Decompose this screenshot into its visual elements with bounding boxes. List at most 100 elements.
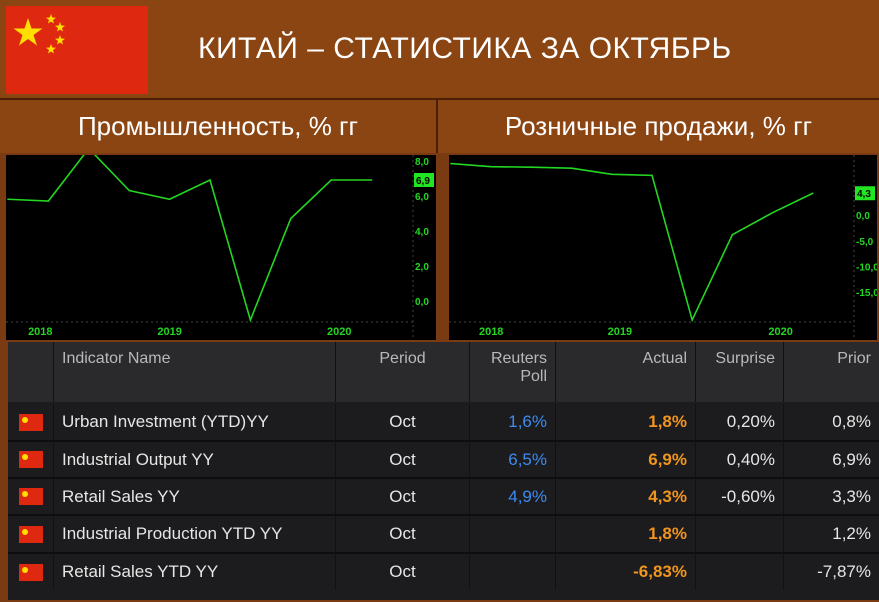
- table-row[interactable]: Retail Sales YY Oct 4,9% 4,3% -0,60% 3,3…: [8, 479, 879, 514]
- data-point: [209, 179, 211, 181]
- reuters-poll: [470, 516, 556, 552]
- x-tick-label: 2019: [157, 326, 181, 338]
- last-value-badge: [414, 173, 434, 187]
- y-tick-label: -10,0: [856, 262, 877, 273]
- data-point: [7, 198, 9, 201]
- period: Oct: [336, 516, 470, 552]
- surprise: [696, 554, 784, 590]
- table-row[interactable]: Industrial Production YTD YY Oct 1,8% 1,…: [8, 516, 879, 552]
- header-bar: КИТАЙ – СТАТИСТИКА ЗА ОКТЯБРЬ: [0, 0, 879, 100]
- row-flag-icon: [8, 554, 54, 590]
- y-tick-label: -5,0: [856, 237, 874, 248]
- prior: 3,3%: [832, 486, 871, 506]
- actual: 1,8%: [556, 516, 696, 552]
- row-flag-icon: [8, 404, 54, 440]
- actual: 4,3%: [556, 479, 696, 514]
- reuters-poll: 4,9%: [470, 479, 556, 514]
- indicator-name: Retail Sales YY: [54, 479, 336, 514]
- row-divider: [8, 477, 879, 479]
- surprise: 0,40%: [696, 442, 784, 477]
- period: Oct: [336, 404, 470, 440]
- series-line: [450, 162, 814, 323]
- data-point: [47, 200, 50, 202]
- y-tick-label: 4,0: [415, 227, 429, 238]
- retail-chart-svg: 0,0 -5,0 -10,0 -15,0 2018 2019 2020 4,3: [449, 155, 877, 340]
- industry-chart-title-text: Промышленность, % гг: [77, 111, 359, 141]
- header-surprise[interactable]: Surprise: [696, 342, 784, 402]
- y-tick-label: 0,0: [415, 297, 429, 308]
- reuters-poll: 1,6%: [470, 404, 556, 440]
- data-point: [450, 162, 452, 165]
- data-point: [168, 198, 171, 201]
- last-value-badge: [855, 186, 875, 201]
- data-point: [370, 179, 373, 181]
- indicator-table: Indicator Name Period Reuters Poll Actua…: [8, 342, 879, 600]
- prior: -7,87%: [817, 562, 871, 581]
- indicator-name: Industrial Production YTD YY: [54, 516, 336, 552]
- period: Oct: [336, 554, 470, 590]
- table-row[interactable]: Urban Investment (YTD)YY Oct 1,6% 1,8% 0…: [8, 404, 879, 440]
- indicator-name: Industrial Output YY: [54, 442, 336, 477]
- table-row[interactable]: Retail Sales YTD YY Oct -6,83% -7,87%: [8, 554, 879, 590]
- actual: 6,9%: [556, 442, 696, 477]
- data-point: [570, 167, 573, 169]
- data-point: [490, 165, 492, 168]
- table-header-row: Indicator Name Period Reuters Poll Actua…: [8, 342, 879, 402]
- indicator-name: Urban Investment (YTD)YY: [54, 404, 336, 440]
- reuters-poll: 6,5%: [470, 442, 556, 477]
- header-indicator-name[interactable]: Indicator Name: [54, 342, 336, 402]
- header-period[interactable]: Period: [336, 342, 470, 402]
- industry-chart-svg: 8,0 6,0 4,0 2,0 0,0 2018 2019 2020 6,9: [6, 155, 434, 340]
- row-divider: [8, 552, 879, 554]
- x-tick-label: 2018: [479, 326, 503, 338]
- header-prior[interactable]: Prior: [837, 350, 871, 367]
- data-point: [249, 319, 252, 321]
- y-tick-label: 6,0: [415, 192, 429, 203]
- small-star-3: [55, 35, 65, 45]
- industry-chart: 8,0 6,0 4,0 2,0 0,0 2018 2019 2020 6,9: [6, 155, 436, 340]
- data-point: [731, 233, 734, 236]
- row-flag-icon: [8, 516, 54, 552]
- retail-chart: 0,0 -5,0 -10,0 -15,0 2018 2019 2020 4,3: [449, 155, 877, 340]
- prior: 1,2%: [832, 524, 871, 543]
- small-star-4: [46, 44, 56, 54]
- reuters-poll: [470, 554, 556, 590]
- indicator-name: Retail Sales YTD YY: [54, 554, 336, 590]
- x-tick-label: 2019: [608, 326, 632, 338]
- x-tick-label: 2020: [327, 326, 351, 338]
- header-actual[interactable]: Actual: [556, 342, 696, 402]
- data-point: [691, 319, 693, 321]
- actual: 1,8%: [556, 404, 696, 440]
- period: Oct: [336, 479, 470, 514]
- industry-chart-title: Промышленность, % гг: [0, 100, 438, 153]
- data-point: [771, 211, 774, 214]
- y-tick-label: -15,0: [856, 288, 877, 299]
- header-flag-col: [8, 342, 54, 402]
- data-point: [330, 179, 333, 181]
- y-tick-label: 0,0: [856, 211, 870, 222]
- row-divider: [8, 440, 879, 442]
- retail-chart-title: Розничные продажи, % гг: [438, 100, 879, 153]
- y-tick-label: 2,0: [415, 262, 429, 273]
- china-flag-icon: [6, 6, 148, 94]
- table-row[interactable]: Industrial Output YY Oct 6,5% 6,9% 0,40%…: [8, 442, 879, 477]
- large-star: [13, 18, 43, 46]
- period: Oct: [336, 442, 470, 477]
- actual: -6,83%: [556, 554, 696, 590]
- surprise: [696, 516, 784, 552]
- page-title: КИТАЙ – СТАТИСТИКА ЗА ОКТЯБРЬ: [198, 32, 732, 65]
- small-star-2: [55, 22, 65, 32]
- data-point: [812, 192, 814, 195]
- row-flag-icon: [8, 442, 54, 477]
- retail-chart-title-text: Розничные продажи, % гг: [504, 111, 813, 141]
- series-line: [7, 155, 372, 323]
- data-point: [290, 217, 292, 220]
- row-divider: [8, 514, 879, 516]
- last-value-label: 6,9: [416, 176, 430, 187]
- header-reuters-poll[interactable]: Reuters Poll: [470, 342, 556, 402]
- data-point: [128, 189, 130, 192]
- prior: 0,8%: [832, 412, 871, 431]
- surprise: 0,20%: [696, 404, 784, 440]
- x-tick-label: 2020: [768, 326, 792, 338]
- y-tick-label: 8,0: [415, 157, 429, 168]
